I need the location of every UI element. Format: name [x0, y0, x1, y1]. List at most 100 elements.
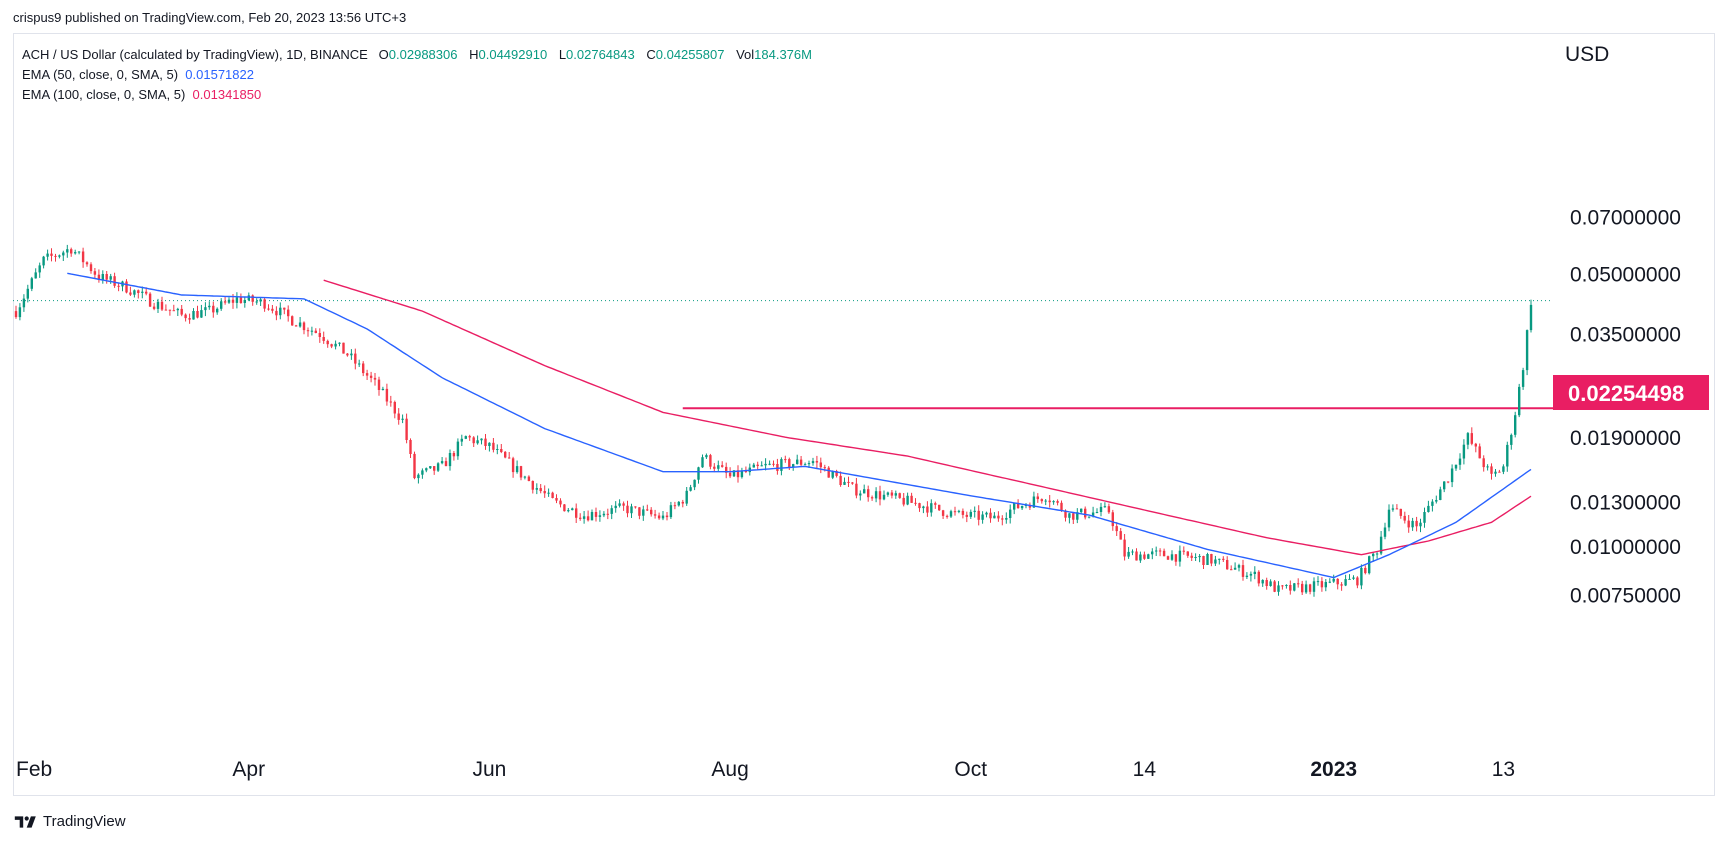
candle-body	[275, 310, 278, 316]
ema-50-line[interactable]	[67, 272, 1532, 579]
volume-value: 184.376M	[754, 47, 812, 62]
candle-body	[156, 301, 160, 309]
candle-body	[721, 465, 724, 467]
candle-body	[945, 515, 949, 517]
candle-body	[89, 264, 93, 272]
candle-body	[811, 461, 815, 464]
candle-body	[1143, 554, 1146, 559]
candle-body	[101, 274, 104, 280]
ema100-row[interactable]: EMA (100, close, 0, SMA, 5) 0.01341850	[22, 85, 820, 105]
candle-body	[1277, 585, 1280, 592]
candle-body	[547, 492, 550, 494]
tradingview-logo-icon	[14, 815, 36, 828]
time-tick-label: 13	[1492, 758, 1515, 781]
candle-body	[882, 494, 886, 500]
candle-body	[906, 495, 909, 505]
candle-body	[1048, 500, 1051, 503]
candle-body	[523, 476, 527, 478]
candle-body	[1032, 496, 1036, 508]
candle-body	[1407, 520, 1410, 528]
candle-body	[815, 461, 819, 463]
candle-body	[926, 506, 929, 513]
candle-body	[480, 438, 483, 441]
candle-body	[1423, 512, 1426, 523]
candle-body	[1320, 581, 1324, 588]
candle-body	[665, 515, 669, 518]
time-tick-label: Apr	[232, 758, 265, 781]
candle-body	[1115, 526, 1118, 532]
candle-body	[981, 514, 984, 520]
candle-body	[831, 471, 834, 478]
candle-body	[803, 464, 807, 466]
candle-body	[145, 291, 148, 294]
candle-body	[961, 510, 965, 515]
candle-body	[1214, 559, 1217, 564]
candle-body	[780, 459, 783, 471]
candle-body	[1249, 573, 1253, 576]
candle-body	[1529, 304, 1533, 331]
candle-body	[369, 375, 373, 378]
candle-body	[1178, 550, 1182, 562]
candle-body	[160, 301, 164, 310]
candle-body	[870, 497, 874, 499]
chart-pane[interactable]	[13, 33, 1715, 796]
candle-body	[799, 459, 803, 465]
candle-body	[1001, 518, 1004, 520]
ema-100-line[interactable]	[323, 279, 1532, 556]
candle-body	[1419, 522, 1422, 527]
candle-body	[1095, 512, 1099, 513]
candle-body	[642, 509, 645, 516]
candle-body	[634, 506, 637, 508]
candle-body	[1131, 551, 1134, 553]
candle-body	[1514, 415, 1517, 435]
candle-body	[511, 458, 515, 473]
candle-body	[1379, 536, 1383, 554]
candle-body	[271, 308, 274, 311]
candle-body	[776, 464, 779, 471]
candle-body	[673, 505, 677, 507]
candle-body	[878, 491, 882, 500]
candle-body	[930, 503, 933, 513]
candle-body	[405, 418, 408, 440]
candle-body	[934, 503, 937, 505]
candle-body	[851, 482, 854, 484]
candle-body	[1226, 560, 1229, 570]
candle-body	[1103, 506, 1107, 508]
candle-body	[575, 508, 578, 518]
price-tick-label: 0.03500000	[1570, 324, 1681, 347]
ema50-row[interactable]: EMA (50, close, 0, SMA, 5) 0.01571822	[22, 65, 820, 85]
candle-body	[689, 487, 692, 491]
candle-body	[630, 506, 633, 514]
candle-body	[452, 453, 456, 457]
candle-body	[890, 492, 894, 496]
candle-body	[772, 463, 775, 465]
candle-body	[1056, 501, 1059, 503]
time-axis[interactable]: Feb Apr Jun Aug Oct 14 2023 13	[16, 758, 1515, 781]
candle-body	[1474, 443, 1477, 447]
candle-body	[504, 451, 507, 458]
candle-body	[212, 305, 215, 313]
price-tick-label: 0.01900000	[1570, 427, 1681, 450]
candle-body	[287, 309, 290, 317]
candle-body	[1151, 551, 1154, 555]
candle-body	[1490, 466, 1493, 474]
candle-body	[1009, 509, 1012, 518]
tradingview-branding[interactable]: TradingView	[13, 813, 126, 830]
candle-body	[196, 311, 199, 318]
candle-body	[468, 436, 471, 438]
candle-body	[1360, 567, 1363, 586]
candle-body	[413, 453, 416, 479]
candle-body	[50, 253, 53, 256]
candle-body	[1036, 496, 1039, 500]
price-axis[interactable]: USD 0.070000000.050000000.035000000.0250…	[1565, 43, 1681, 608]
candle-body	[30, 278, 33, 289]
candle-body	[1269, 581, 1272, 586]
candle-body	[1372, 553, 1375, 557]
candle-body	[792, 464, 795, 468]
candle-body	[697, 467, 700, 480]
candle-body	[555, 498, 558, 501]
candle-body	[168, 309, 172, 311]
candle-body	[1344, 579, 1347, 586]
candle-body	[291, 316, 294, 326]
